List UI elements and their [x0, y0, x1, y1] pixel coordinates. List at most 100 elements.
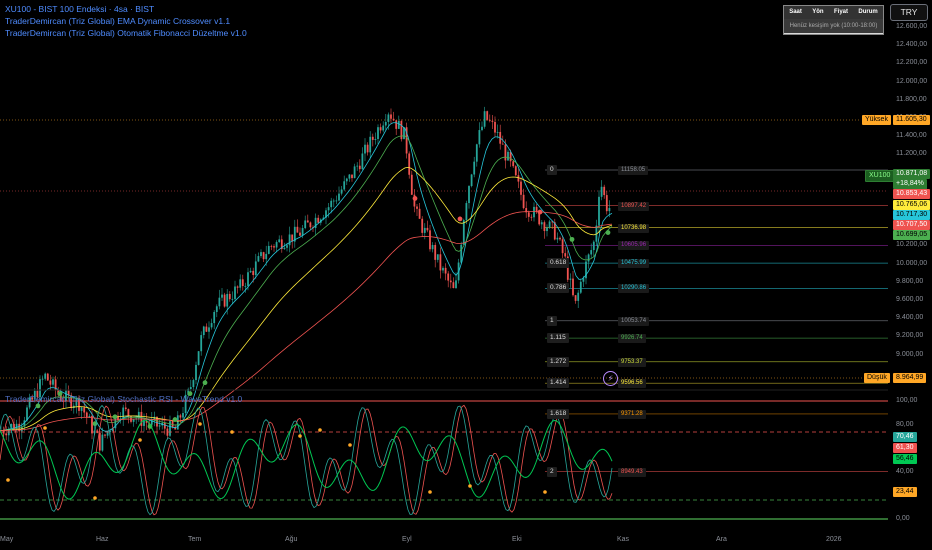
- candle-body: [241, 279, 244, 287]
- price-axis-label: 9.600,00: [896, 296, 924, 303]
- stoch-d-line: [0, 404, 613, 516]
- candle-body: [28, 397, 31, 408]
- candle-body: [559, 237, 561, 240]
- ema-mid-line: [0, 135, 613, 431]
- candle-body: [301, 228, 304, 236]
- price-axis-label: 9.800,00: [896, 277, 924, 285]
- candle-body: [88, 415, 91, 418]
- candle-body: [254, 261, 257, 276]
- fib-level-label: 1: [547, 315, 557, 326]
- candle-body: [566, 256, 569, 280]
- candle-body: [429, 230, 431, 250]
- candle-body: [431, 244, 434, 250]
- candle-body: [293, 226, 296, 242]
- candle-body: [364, 144, 366, 154]
- candle-body: [361, 153, 364, 170]
- candle-body: [163, 422, 166, 429]
- candle-body: [548, 221, 551, 228]
- candle-body: [369, 136, 372, 153]
- candle-body: [85, 412, 88, 418]
- candle-body: [449, 280, 452, 283]
- crossover-dot: [537, 209, 543, 215]
- indicator-ema-crossover[interactable]: TraderDemircan (Triz Global) EMA Dynamic…: [5, 16, 231, 26]
- candle-body: [124, 407, 127, 410]
- candle-body: [533, 206, 535, 218]
- candle-body: [582, 278, 585, 282]
- osc-signal-dot: [348, 443, 352, 447]
- candle-body: [447, 273, 450, 281]
- candle-body: [275, 242, 278, 248]
- price-axis-label: 11.400,00: [896, 132, 927, 140]
- candle-body: [400, 121, 403, 140]
- candle-body: [174, 426, 177, 430]
- candle-body: [117, 415, 119, 420]
- candle-body: [603, 186, 606, 196]
- candle-body: [231, 298, 234, 300]
- candle-body: [132, 419, 135, 422]
- candle-body: [67, 390, 70, 396]
- candle-body: [75, 398, 78, 406]
- candle-body: [473, 161, 476, 175]
- candle-body: [340, 189, 343, 194]
- candle-body: [327, 207, 330, 211]
- candle-body: [205, 326, 208, 332]
- candle-body: [239, 279, 242, 288]
- candle-body: [202, 326, 205, 336]
- candle-body: [36, 390, 39, 398]
- candle-body: [384, 121, 387, 126]
- price-axis-label: 12.600,00: [896, 23, 928, 30]
- candle-body: [465, 203, 468, 221]
- lightning-icon[interactable]: ⚡: [603, 371, 618, 386]
- candle-body: [98, 432, 101, 451]
- candle-body: [247, 272, 249, 286]
- candle-body: [150, 419, 153, 425]
- candle-body: [455, 280, 457, 289]
- candle-body: [299, 232, 301, 236]
- candle-body: [184, 394, 187, 414]
- osc-axis-label: 0,00: [896, 515, 910, 522]
- candle-body: [65, 390, 67, 402]
- candle-body: [517, 175, 520, 182]
- osc-signal-dot: [468, 484, 472, 488]
- ema-long-line: [0, 211, 613, 431]
- symbol-title[interactable]: XU100 - BIST 100 Endeksi · 4sa · BIST: [5, 4, 155, 14]
- osc-axis-label: 40,00: [896, 467, 914, 475]
- currency-button[interactable]: TRY: [890, 4, 928, 21]
- candle-body: [538, 211, 541, 225]
- candle-body: [306, 220, 309, 223]
- candle-body: [551, 221, 554, 223]
- candle-body: [600, 186, 603, 197]
- candle-body: [226, 293, 229, 307]
- indicator-fibonacci[interactable]: TraderDemircan (Triz Global) Otomatik Fi…: [5, 28, 247, 38]
- osc-signal-dot: [230, 430, 234, 434]
- candle-body: [530, 216, 533, 218]
- month-label: Kas: [617, 536, 630, 543]
- candle-body: [13, 424, 15, 431]
- candle-body: [106, 431, 109, 436]
- month-label: Eyl: [402, 536, 412, 543]
- candle-body: [23, 420, 26, 427]
- crossover-dot: [112, 414, 118, 420]
- crossover-dot: [35, 403, 41, 409]
- candle-body: [387, 114, 390, 122]
- candle-body: [592, 241, 595, 251]
- candle-body: [468, 186, 470, 204]
- month-label: Ara: [716, 536, 727, 543]
- candle-body: [280, 239, 283, 250]
- candle-body: [158, 425, 161, 427]
- stoch-k-line: [0, 404, 613, 516]
- candle-body: [330, 200, 333, 208]
- crossover-dot: [457, 216, 463, 222]
- indicator-stoch-rsi[interactable]: TraderDemircan (Triz Global) Stochastic …: [5, 394, 243, 404]
- candle-body: [439, 254, 442, 271]
- price-axis-label: 10.200,00: [896, 241, 928, 249]
- candle-body: [348, 174, 351, 179]
- candle-body: [137, 411, 140, 419]
- candle-body: [257, 256, 260, 262]
- osc-signal-dot: [6, 478, 10, 482]
- candle-body: [31, 397, 34, 400]
- candle-body: [434, 244, 437, 260]
- price-tag-3: 10.717,30: [893, 210, 931, 220]
- candle-body: [83, 407, 86, 413]
